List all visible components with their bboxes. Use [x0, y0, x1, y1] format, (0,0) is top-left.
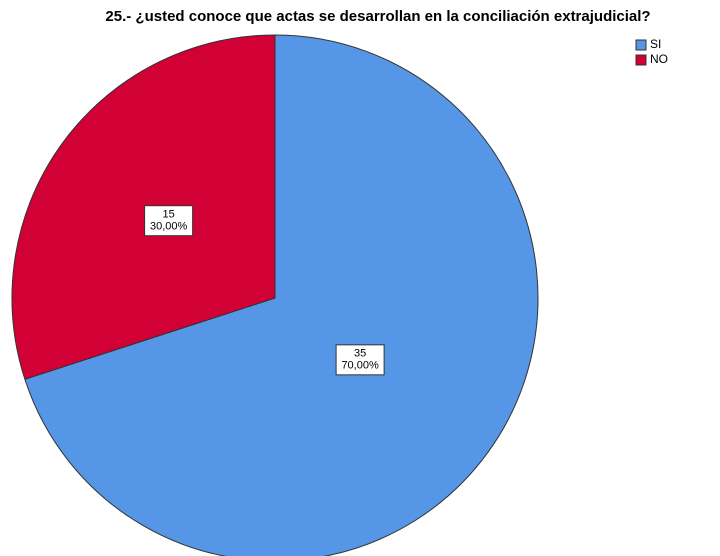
legend-label: SI — [650, 37, 661, 51]
legend-swatch — [635, 39, 647, 51]
data-label-box — [144, 205, 194, 237]
pie-slice — [11, 34, 276, 380]
pie-slice — [24, 34, 539, 556]
data-label: 70,00% — [341, 360, 379, 372]
data-label: 15 — [162, 209, 174, 221]
data-label-box — [335, 344, 385, 376]
chart-title: 25.- ¿usted conoce que actas se desarrol… — [105, 8, 650, 25]
legend-label: NO — [650, 52, 668, 66]
legend-swatch — [635, 54, 647, 66]
data-label: 35 — [354, 348, 366, 360]
data-label: 30,00% — [150, 221, 188, 233]
